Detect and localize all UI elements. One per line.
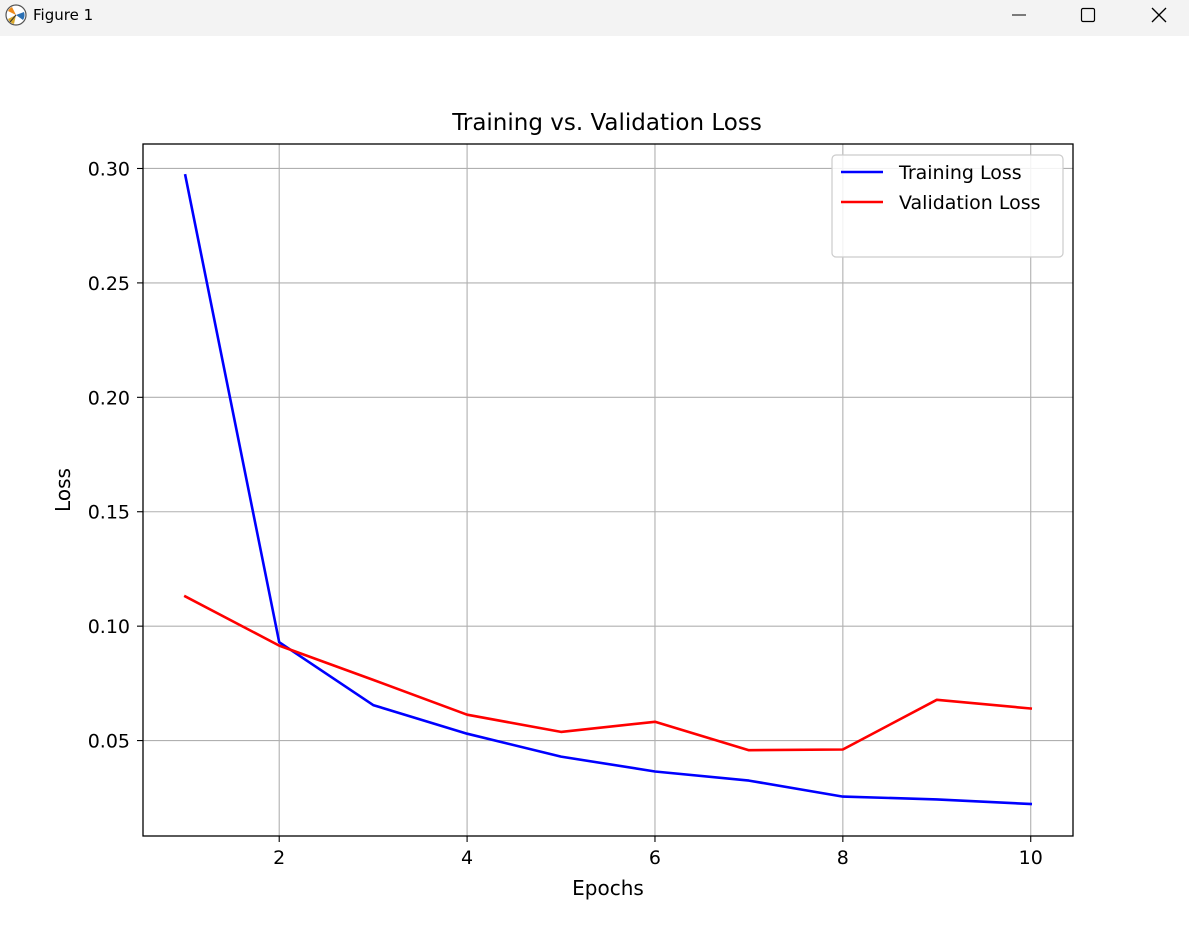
legend-label: Training Loss [898,162,1022,184]
legend-label: Validation Loss [899,192,1041,214]
y-tick-label: 0.15 [88,502,130,524]
grid-lines [143,144,1073,836]
x-axis: 2 4 6 8 10 [273,836,1043,869]
legend-box [831,154,1064,258]
figure-canvas: Training vs. Validation Loss 2 4 6 8 10 0.05… [0,36,1189,928]
x-tick-label: 6 [649,847,661,869]
maximize-button[interactable] [1065,0,1111,30]
legend: Training Loss Validation Loss [831,154,1064,258]
line-chart: Training vs. Validation Loss 2 4 6 8 10 0.05… [51,110,1074,900]
plot-frame [142,143,1074,837]
y-tick-label: 0.25 [88,273,130,295]
close-button[interactable] [1136,0,1182,30]
y-tick-label: 0.05 [88,731,130,753]
minimize-icon [1012,14,1026,16]
x-axis-label: Epochs [572,876,644,900]
chart-title: Training vs. Validation Loss [451,110,762,136]
y-tick-label: 0.20 [88,387,130,409]
series-lines [183,173,1033,806]
y-tick-label: 0.30 [88,158,130,180]
window-title: Figure 1 [33,6,94,24]
x-tick-label: 4 [461,847,473,869]
title-bar: Figure 1 [0,0,1189,36]
x-tick-label: 10 [1019,847,1043,869]
y-axis: 0.05 0.10 0.15 0.20 0.25 0.30 [88,158,143,753]
series-line-validation-loss [183,594,1033,752]
x-tick-label: 8 [837,847,849,869]
y-axis-label: Loss [51,468,75,512]
maximize-icon [1080,7,1096,23]
matplotlib-icon [5,4,27,26]
x-tick-label: 2 [273,847,285,869]
minimize-button[interactable] [996,0,1042,30]
series-line-training-loss [183,173,1033,806]
y-tick-label: 0.10 [88,616,130,638]
close-icon [1151,7,1167,23]
